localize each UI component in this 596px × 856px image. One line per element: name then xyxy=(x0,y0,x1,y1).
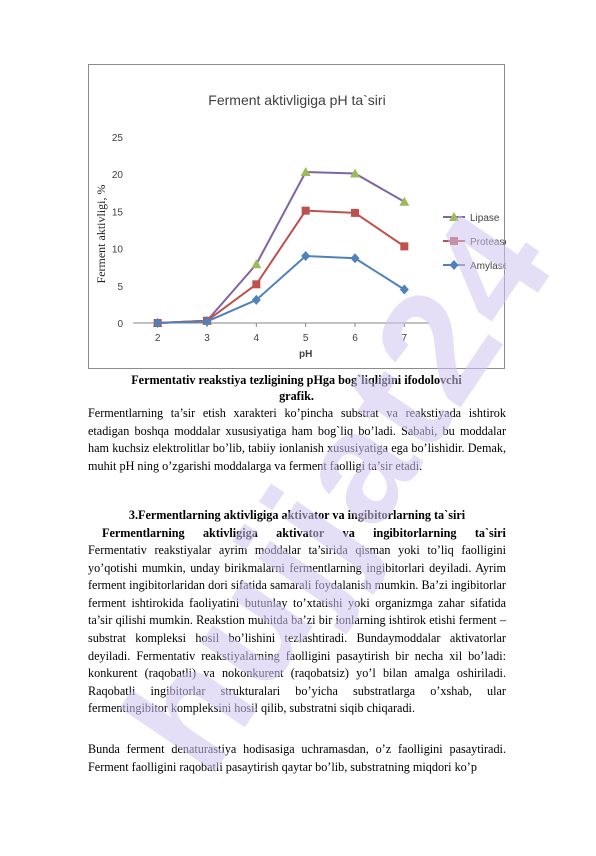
amylase-point xyxy=(351,253,360,263)
y-tick-label: 0 xyxy=(117,319,123,330)
figure-caption: Fermentativ reakstiya tezligining pHga b… xyxy=(88,372,505,404)
x-tick-label: 3 xyxy=(204,333,210,344)
protease-point xyxy=(351,209,359,217)
y-tick-label: 10 xyxy=(112,245,124,256)
x-tick-label: 4 xyxy=(254,333,260,344)
x-tick-label: 6 xyxy=(352,333,358,344)
lipase-point xyxy=(399,197,409,206)
x-tick-label: 7 xyxy=(402,333,408,344)
lipase-point xyxy=(251,259,261,268)
line-chart: Ferment aktivligiga pH ta`siri0510152025… xyxy=(89,65,506,370)
paragraph-2: Fermentativ reakstiyalar ayrim moddalar … xyxy=(88,542,506,718)
protease-point xyxy=(302,207,310,215)
subheading-word: ingibitorlarning xyxy=(373,525,456,542)
paragraph-3: Bunda ferment denaturastiya hodisasiga u… xyxy=(88,741,506,776)
subheading: Fermentlarning aktivligiga aktivator va … xyxy=(88,525,506,542)
subheading-word: va xyxy=(343,525,355,542)
y-tick-label: 25 xyxy=(112,133,124,144)
x-axis-label: pH xyxy=(299,349,312,360)
chart-title: Ferment aktivligiga pH ta`siri xyxy=(208,92,385,108)
amylase-legend-label: Amylase xyxy=(470,261,506,272)
protease-legend-marker xyxy=(450,237,458,245)
lipase-legend-label: Lipase xyxy=(470,213,500,224)
amylase-point xyxy=(400,285,409,295)
subheading-word: ta`siri xyxy=(475,525,506,542)
y-tick-label: 5 xyxy=(117,282,123,293)
protease-point xyxy=(252,280,260,288)
y-axis-label: Ferment aktivligi, % xyxy=(94,185,108,284)
y-tick-label: 20 xyxy=(112,170,124,181)
amylase-legend-marker xyxy=(450,260,459,270)
paragraph-1: Fermentlarning ta’sir etish xarakteri ko… xyxy=(88,405,506,475)
subheading-word: Fermentlarning xyxy=(102,525,185,542)
x-tick-label: 2 xyxy=(155,333,161,344)
caption-line-2: grafik. xyxy=(88,388,505,404)
section-heading: 3.Fermentlarning aktivligiga aktivator v… xyxy=(88,507,506,524)
chart-frame: Ferment aktivligiga pH ta`siri 0 5 10 15 20 25… xyxy=(88,64,505,369)
subheading-word: aktivator xyxy=(276,525,324,542)
y-tick-label: 15 xyxy=(112,207,124,218)
protease-point xyxy=(400,242,408,250)
x-tick-label: 5 xyxy=(303,333,309,344)
subheading-word: aktivligiga xyxy=(203,525,258,542)
amylase-line xyxy=(158,256,405,323)
caption-line-1: Fermentativ reakstiya tezligining pHga b… xyxy=(88,372,505,388)
protease-legend-label: Protease xyxy=(470,237,506,248)
